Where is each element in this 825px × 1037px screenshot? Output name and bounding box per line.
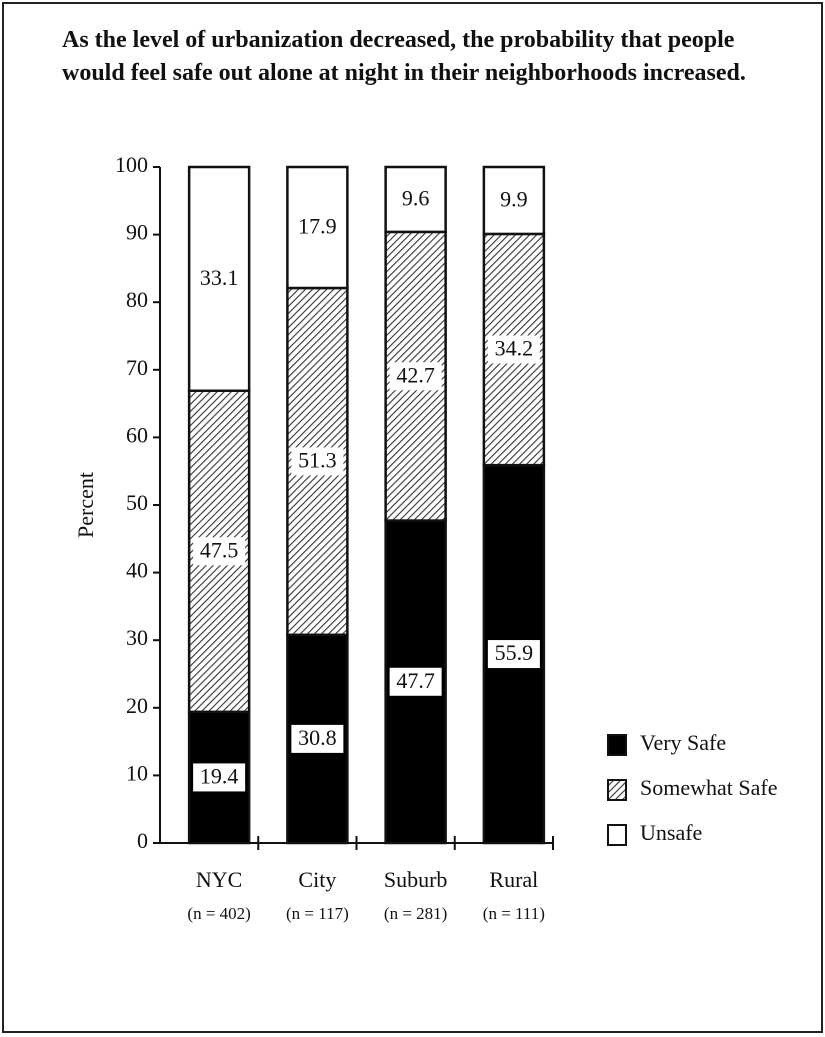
data-label: 42.7: [396, 362, 435, 387]
legend-label: Somewhat Safe: [640, 775, 777, 800]
label-box: [487, 186, 540, 215]
y-tick-label: 40: [126, 558, 148, 583]
x-tick-label: City: [298, 867, 336, 892]
legend-swatch: [607, 779, 627, 801]
y-tick-label: 90: [126, 220, 148, 245]
y-tick-label: 20: [126, 693, 148, 718]
label-box: [487, 335, 540, 364]
x-tick-note: (n = 117): [286, 904, 349, 923]
data-label: 9.9: [500, 187, 528, 212]
label-box: [487, 640, 540, 669]
data-label: 33.1: [200, 265, 239, 290]
label-box: [389, 362, 442, 391]
y-tick-label: 60: [126, 422, 148, 447]
x-tick-note: (n = 402): [187, 904, 250, 923]
data-label: 34.2: [495, 336, 534, 361]
y-tick-label: 50: [126, 490, 148, 515]
data-label: 19.4: [200, 763, 239, 788]
legend-label: Unsafe: [640, 820, 702, 845]
data-label: 51.3: [298, 447, 337, 472]
x-tick-label: Suburb: [384, 867, 448, 892]
data-label: 30.8: [298, 725, 337, 750]
x-tick-note: (n = 111): [483, 904, 545, 923]
y-tick-label: 10: [126, 760, 148, 785]
x-tick-note: (n = 281): [384, 904, 447, 923]
y-tick-label: 0: [137, 828, 148, 853]
data-label: 55.9: [495, 640, 534, 665]
data-label: 47.7: [396, 668, 435, 693]
label-box: [291, 447, 344, 476]
y-tick-label: 80: [126, 287, 148, 312]
label-box: [193, 537, 246, 566]
label-box: [291, 213, 344, 242]
y-axis-label: Percent: [73, 472, 98, 538]
y-tick-label: 100: [115, 152, 148, 177]
legend-swatch: [607, 824, 627, 846]
chart-title: As the level of urbanization decreased, …: [62, 27, 746, 86]
label-box: [193, 763, 246, 792]
y-tick-label: 30: [126, 625, 148, 650]
legend-swatch: [607, 734, 627, 756]
data-label: 9.6: [402, 185, 430, 210]
label-box: [389, 667, 442, 696]
data-label: 17.9: [298, 214, 337, 239]
data-label: 47.5: [200, 537, 239, 562]
x-tick-label: Rural: [489, 867, 538, 892]
label-box: [291, 724, 344, 753]
label-box: [193, 264, 246, 293]
y-tick-label: 70: [126, 355, 148, 380]
x-tick-label: NYC: [196, 867, 242, 892]
label-box: [389, 185, 442, 214]
legend-label: Very Safe: [640, 730, 726, 755]
